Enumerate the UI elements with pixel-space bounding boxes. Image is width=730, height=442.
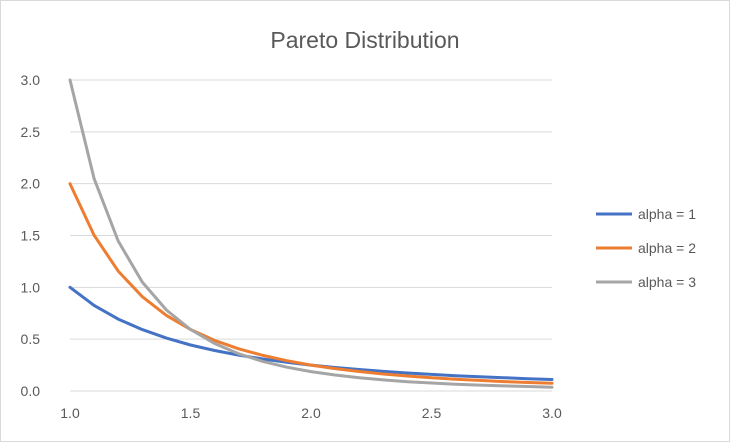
series-line-2 bbox=[68, 182, 554, 385]
y-tick-label: 1.5 bbox=[21, 228, 41, 244]
plot-series bbox=[68, 78, 554, 389]
y-tick-label: 2.5 bbox=[21, 124, 41, 140]
y-tick-label: 3.0 bbox=[21, 72, 41, 88]
legend: alpha = 1 alpha = 2 alpha = 3 bbox=[596, 206, 696, 290]
legend-label: alpha = 2 bbox=[638, 240, 696, 256]
legend-label: alpha = 3 bbox=[638, 274, 696, 290]
x-tick-label: 3.0 bbox=[542, 405, 562, 421]
x-tick-label: 1.5 bbox=[181, 405, 201, 421]
series-line-3 bbox=[68, 78, 554, 389]
x-tick-label: 2.5 bbox=[422, 405, 442, 421]
y-tick-label: 2.0 bbox=[21, 176, 41, 192]
x-tick-label: 2.0 bbox=[301, 405, 321, 421]
x-axis-ticks: 1.0 1.5 2.0 2.5 3.0 bbox=[60, 405, 562, 421]
gridlines bbox=[70, 79, 552, 392]
x-tick-label: 1.0 bbox=[60, 405, 80, 421]
legend-label: alpha = 1 bbox=[638, 206, 696, 222]
chart-title: Pareto Distribution bbox=[270, 27, 459, 53]
y-tick-label: 1.0 bbox=[21, 279, 41, 295]
y-axis-ticks: 0.0 0.5 1.0 1.5 2.0 2.5 3.0 bbox=[21, 72, 41, 399]
y-tick-label: 0.0 bbox=[21, 383, 41, 399]
y-tick-label: 0.5 bbox=[21, 331, 41, 347]
